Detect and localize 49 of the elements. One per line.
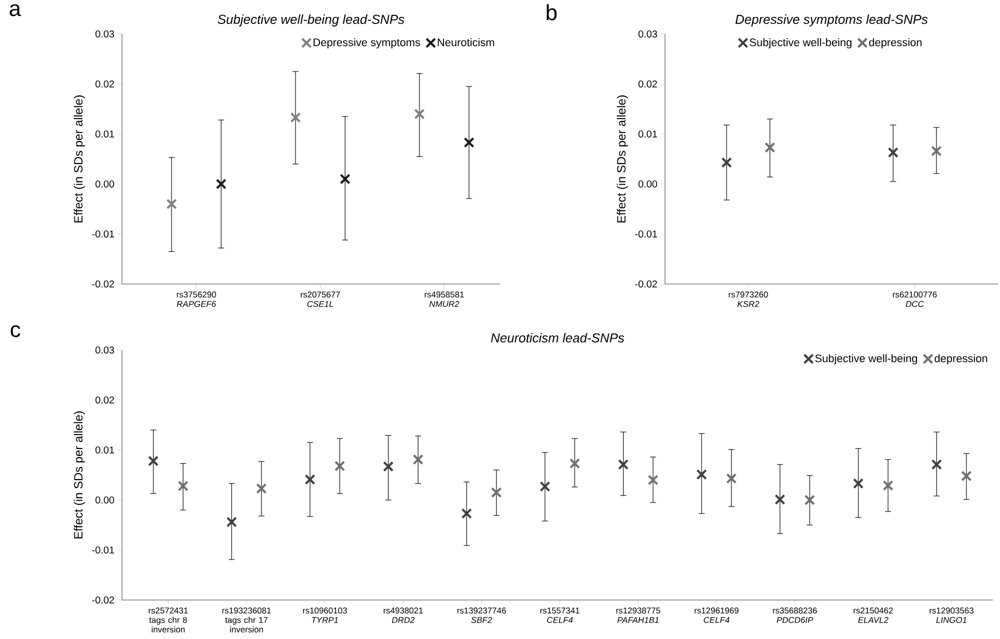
x-tick-label: rs2150462 ELAVL2 [854, 608, 893, 623]
y-tick-label: 0.03 [638, 30, 658, 38]
x-tick-label: rs7973260 KSR2 [728, 292, 768, 307]
y-tick-label: -0.01 [92, 230, 114, 238]
x-tick-label: rs10960103 TYRP1 [303, 608, 347, 623]
x-tick-label: rs193236081 tags chr 17 inversion [222, 608, 271, 632]
text: a [10, 4, 21, 16]
y-tick-label: 0.02 [95, 80, 114, 88]
y-tick-label: -0.02 [92, 596, 114, 604]
x-tick-label: rs3756290 RAPGEF6 [176, 292, 216, 307]
x-tick-label: rs12961969 CELF4 [694, 608, 738, 623]
x-tick-label: rs62100776 DCC [892, 292, 937, 307]
chart-title: Neuroticism lead-SNPs [490, 332, 624, 343]
x-tick-label: rs35688236 PDCD6IP [773, 608, 817, 623]
text: c [10, 325, 20, 338]
y-tick-label: 0.00 [95, 180, 114, 188]
y-axis-title: Effect (in SDs per allele) [74, 95, 85, 222]
y-tick-label: -0.02 [635, 280, 657, 288]
y-tick-label: 0.02 [95, 396, 114, 404]
y-tick-label: -0.01 [92, 546, 114, 554]
y-axis-title: Effect (in SDs per allele) [616, 95, 628, 222]
legend-label: Subjective well-being [750, 38, 852, 48]
legend-label: depression [934, 354, 988, 364]
chart-title: Subjective well-being lead-SNPs [218, 14, 404, 26]
y-tick-label: 0.01 [638, 130, 658, 138]
legend-label: Subjective well-being [815, 354, 918, 364]
y-tick-label: -0.01 [635, 230, 658, 238]
legend-label: Depressive symptoms [314, 38, 420, 48]
y-tick-label: 0.01 [95, 446, 114, 454]
y-tick-label: 0.00 [95, 496, 114, 504]
chart-title: Depressive symptoms lead-SNPs [735, 14, 928, 26]
y-tick-label: -0.02 [92, 280, 114, 288]
x-tick-label: rs4958581 NMUR2 [424, 292, 464, 307]
legend-label: depression [869, 38, 922, 48]
text: b [546, 4, 557, 20]
y-tick-label: 0.03 [95, 346, 114, 354]
x-tick-label: rs12903563 LINGO1 [930, 608, 974, 623]
x-tick-label: rs139237746 SBF2 [457, 608, 506, 623]
x-tick-label: rs12938775 PAFAH1B1 [616, 608, 660, 623]
y-axis-title: Effect (in SDs per allele) [74, 411, 85, 538]
x-tick-label: rs4938021 DRD2 [384, 608, 423, 623]
y-tick-label: 0.02 [638, 80, 657, 88]
legend-label: Neuroticism [438, 38, 494, 46]
x-tick-label: rs2572431 tags chr 8 inversion [148, 608, 188, 632]
y-tick-label: 0.01 [95, 130, 114, 138]
x-tick-label: rs2075677 CSE1L [300, 292, 340, 307]
y-tick-label: 0.00 [638, 180, 658, 188]
x-tick-label: rs1557341 CELF4 [540, 608, 580, 623]
y-tick-label: 0.03 [95, 30, 114, 38]
